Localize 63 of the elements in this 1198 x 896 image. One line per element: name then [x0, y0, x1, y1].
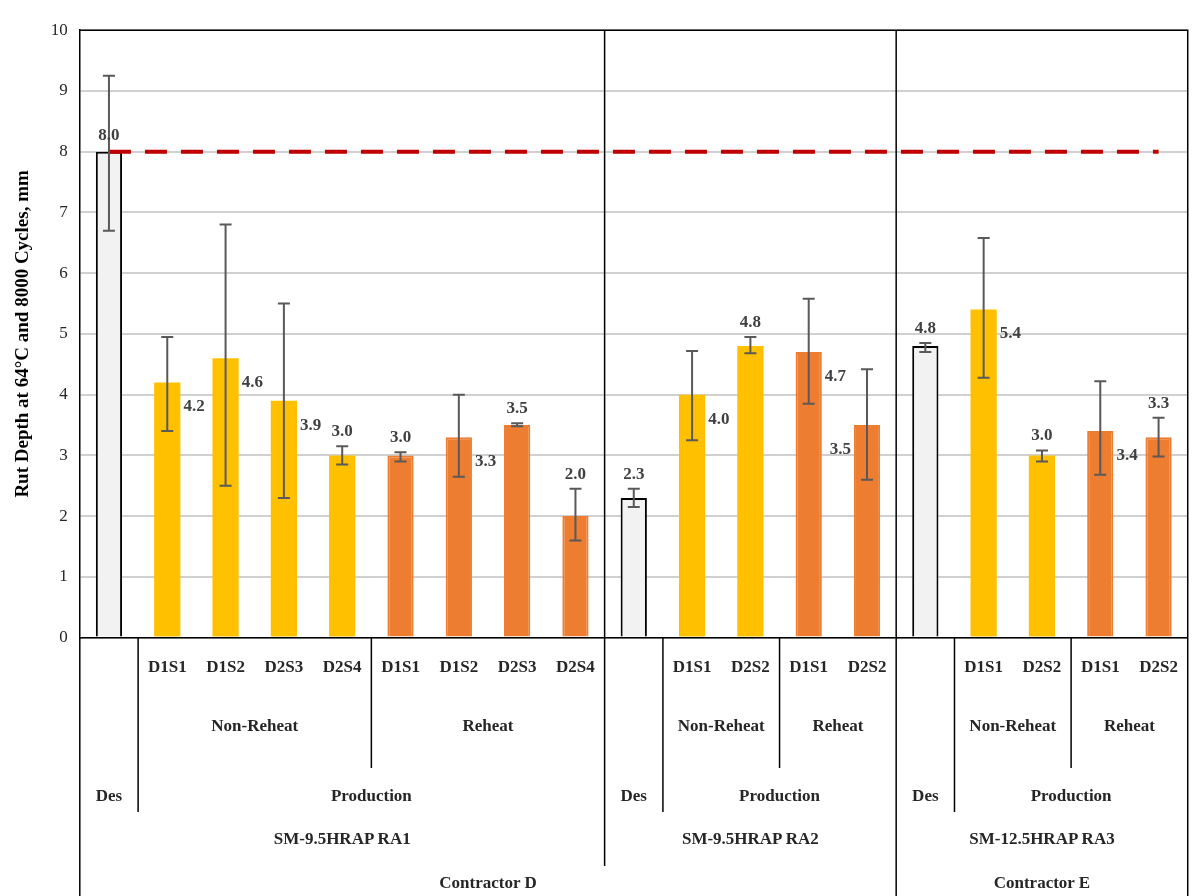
- text: Des: [912, 786, 939, 806]
- data-label: 5.4: [999, 323, 1022, 343]
- x-tick-label: D2S2: [1139, 657, 1178, 677]
- text: Reheat: [812, 716, 864, 736]
- y-tick-label: 5: [59, 323, 68, 343]
- text: Production: [739, 786, 821, 806]
- text: Non-Reheat: [211, 716, 299, 736]
- data-label: 3.4: [1116, 444, 1139, 464]
- x-tick-label: D1S2: [206, 657, 245, 677]
- y-axis-title: Rut Depth at 64°C and 8000 Cycles, mm: [11, 170, 33, 498]
- y-tick-label: 3: [59, 444, 68, 464]
- data-label: 3.0: [1031, 425, 1053, 445]
- text: Contractor D: [439, 873, 537, 893]
- data-label: 3.0: [331, 421, 353, 441]
- data-label: 4.8: [739, 311, 762, 331]
- y-tick-label: 7: [59, 201, 69, 221]
- y-tick-label: 1: [59, 566, 68, 586]
- y-tick-label: 0: [59, 627, 68, 647]
- data-label: 4.7: [824, 366, 847, 386]
- text: SM-12.5HRAP RA3: [969, 829, 1115, 849]
- x-tick-label: D2S2: [731, 657, 770, 677]
- x-tick-label: D1S1: [964, 657, 1004, 677]
- data-label: 3.0: [389, 427, 412, 447]
- x-tick-label: D2S3: [497, 657, 537, 677]
- text: SM-9.5HRAP RA1: [273, 829, 411, 849]
- y-tick-label: 6: [59, 262, 68, 282]
- text: SM-9.5HRAP RA2: [681, 829, 819, 849]
- text: Production: [1030, 786, 1113, 806]
- text: Reheat: [462, 716, 514, 736]
- x-tick-label: D1S2: [439, 657, 479, 677]
- data-label: 3.5: [829, 438, 851, 458]
- text: Des: [95, 786, 123, 806]
- x-tick-label: D1S1: [147, 657, 187, 677]
- text: Non-Reheat: [677, 716, 766, 736]
- text: Production: [330, 786, 413, 806]
- x-tick-label: D2S3: [264, 657, 304, 677]
- x-tick-label: D2S2: [1022, 657, 1062, 677]
- data-label: 3.5: [506, 398, 528, 418]
- data-label: 3.3: [474, 451, 497, 471]
- x-tick-label: D1S1: [789, 657, 829, 677]
- data-label: 2.3: [623, 463, 645, 483]
- y-tick-label: 4: [59, 384, 69, 404]
- data-label: 4.8: [914, 317, 936, 337]
- y-tick-label: 2: [59, 505, 68, 525]
- text: Non-Reheat: [969, 716, 1057, 736]
- y-tick-label: 10: [50, 19, 68, 39]
- x-tick-label: D2S4: [322, 657, 363, 677]
- text: Des: [620, 786, 648, 806]
- y-tick-label: 9: [59, 80, 68, 100]
- y-tick-label: 8: [59, 141, 68, 161]
- x-tick-label: D1S1: [1080, 657, 1120, 677]
- data-label: 4.6: [241, 372, 263, 392]
- x-tick-label: D2S2: [847, 657, 887, 677]
- x-tick-label: D1S1: [381, 657, 420, 677]
- text: Reheat: [1103, 716, 1156, 736]
- data-label: 3.3: [1147, 392, 1170, 412]
- x-tick-label: D1S1: [672, 657, 712, 677]
- data-label: 3.9: [300, 414, 322, 434]
- data-label: 4.0: [708, 408, 730, 428]
- x-tick-label: D2S4: [556, 657, 596, 677]
- text: Contractor E: [993, 873, 1091, 893]
- data-label: 2.0: [564, 463, 587, 483]
- data-label: 4.2: [183, 396, 205, 416]
